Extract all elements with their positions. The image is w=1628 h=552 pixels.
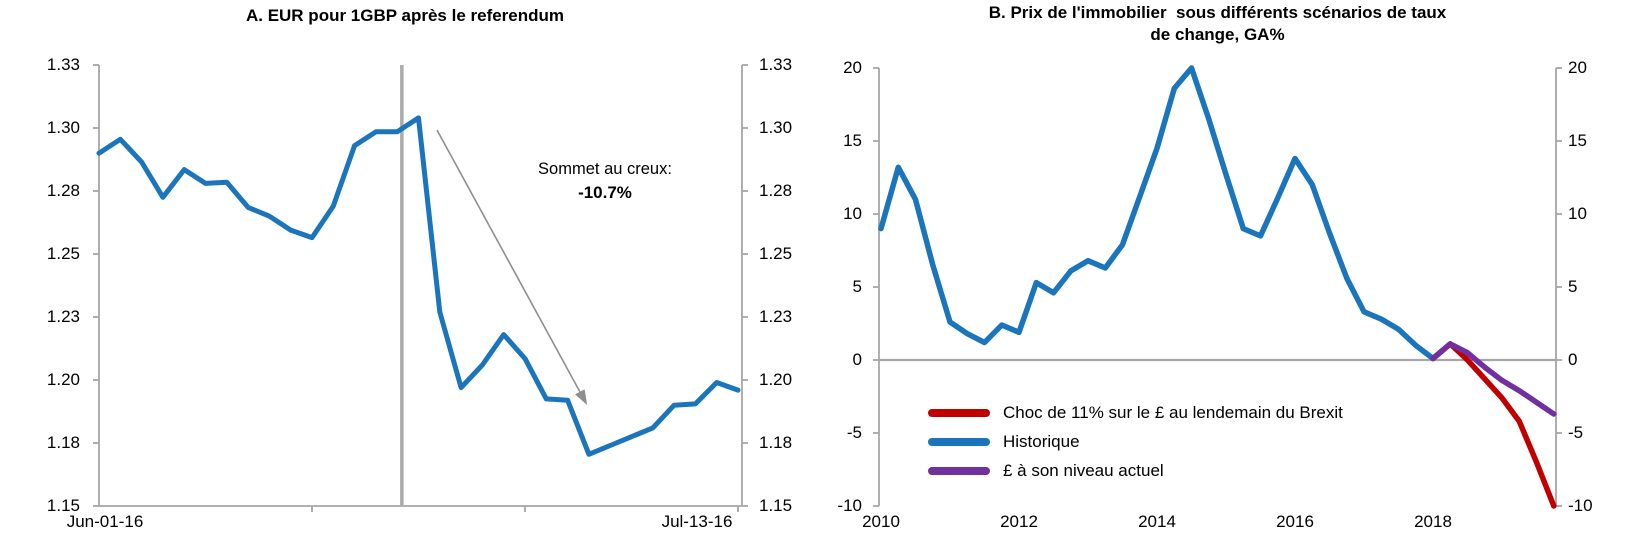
chart-b-ytick-left: -5	[846, 423, 862, 442]
peak-to-trough-annotation: Sommet au creux: -10.7%	[455, 158, 755, 204]
legend-swatch-red	[928, 408, 990, 417]
chart-b-ytick-right: 5	[1568, 277, 1578, 296]
chart-b-title: B. Prix de l'immobilier sous différents …	[879, 2, 1556, 46]
chart-a-ytick-right: 1.18	[759, 433, 793, 452]
chart-b-legend: Choc de 11% sur le £ au lendemain du Bre…	[928, 398, 1343, 485]
chart-a-ytick-left: 1.30	[46, 118, 80, 137]
chart-b-xtick-2014: 2014	[1138, 512, 1176, 531]
chart-b-ytick-left: 5	[852, 277, 862, 296]
chart-b-ytick-right: 20	[1568, 58, 1587, 77]
chart-b-ytick-right: 0	[1568, 350, 1578, 369]
chart-a-ytick-left: 1.28	[46, 181, 80, 200]
chart-b-xtick-2018: 2018	[1414, 512, 1452, 531]
chart-a-ytick-left: 1.25	[46, 244, 80, 263]
legend-swatch-blue	[928, 437, 990, 446]
chart-a-ytick-left: 1.23	[46, 307, 80, 326]
chart-a-ytick-right: 1.15	[759, 496, 793, 515]
legend-label-choc: Choc de 11% sur le £ au lendemain du Bre…	[1003, 402, 1343, 422]
chart-b-ytick-left: 15	[843, 131, 862, 150]
chart-b-ytick-left: 10	[843, 204, 862, 223]
chart-a-ytick-right: 1.20	[759, 370, 793, 389]
chart-b-xtick-2016: 2016	[1276, 512, 1314, 531]
legend-label-niveau-actuel: £ à son niveau actuel	[1003, 460, 1164, 480]
chart-b-ytick-right: -10	[1568, 496, 1593, 515]
chart-a-xtick-start: Jun-01-16	[66, 512, 144, 531]
chart-b-ytick-right: 15	[1568, 131, 1587, 150]
annotation-value: -10.7%	[578, 183, 632, 202]
chart-a-ytick-right: 1.25	[759, 244, 793, 263]
chart-b-ytick-right: 10	[1568, 204, 1587, 223]
chart-a-ytick-left: 1.15	[46, 496, 80, 515]
chart-a-ytick-right: 1.33	[759, 55, 793, 74]
legend-item-niveau-actuel: £ à son niveau actuel	[928, 456, 1343, 485]
legend-item-historique: Historique	[928, 427, 1343, 456]
chart-a-ytick-right: 1.30	[759, 118, 793, 137]
chart-a-ytick-left: 1.20	[46, 370, 80, 389]
chart-b-title-line2: de change, GA%	[1150, 25, 1285, 44]
chart-a-ytick-left: 1.33	[46, 55, 80, 74]
chart-b-title-line1: B. Prix de l'immobilier sous différents …	[988, 3, 1447, 22]
chart-a-ytick-right: 1.28	[759, 181, 793, 200]
legend-item-choc: Choc de 11% sur le £ au lendemain du Bre…	[928, 398, 1343, 427]
chart-b-xtick-2010: 2010	[862, 512, 900, 531]
annotation-text: Sommet au creux:	[538, 160, 672, 178]
chart-a-ytick-left: 1.18	[46, 433, 80, 452]
chart-b-ytick-left: 0	[852, 350, 862, 369]
chart-b-ytick-left: 20	[843, 58, 862, 77]
chart-a-title: A. EUR pour 1GBP après le referendum	[245, 6, 565, 25]
chart-b-xtick-2012: 2012	[1000, 512, 1038, 531]
legend-label-historique: Historique	[1003, 431, 1080, 451]
chart-a-ytick-right: 1.23	[759, 307, 793, 326]
legend-swatch-purple	[928, 466, 990, 475]
chart-a-xtick-end: Jul-13-16	[661, 512, 733, 531]
chart-b-ytick-left: -10	[837, 496, 862, 515]
chart-b-ytick-right: -5	[1568, 423, 1584, 442]
